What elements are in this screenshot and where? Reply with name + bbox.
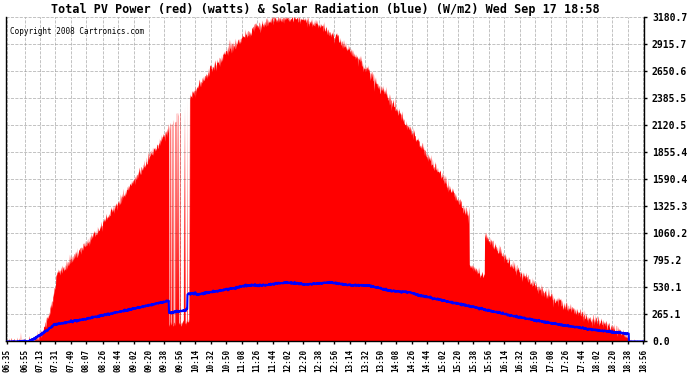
Title: Total PV Power (red) (watts) & Solar Radiation (blue) (W/m2) Wed Sep 17 18:58: Total PV Power (red) (watts) & Solar Rad… <box>51 3 600 16</box>
Text: Copyright 2008 Cartronics.com: Copyright 2008 Cartronics.com <box>10 27 144 36</box>
